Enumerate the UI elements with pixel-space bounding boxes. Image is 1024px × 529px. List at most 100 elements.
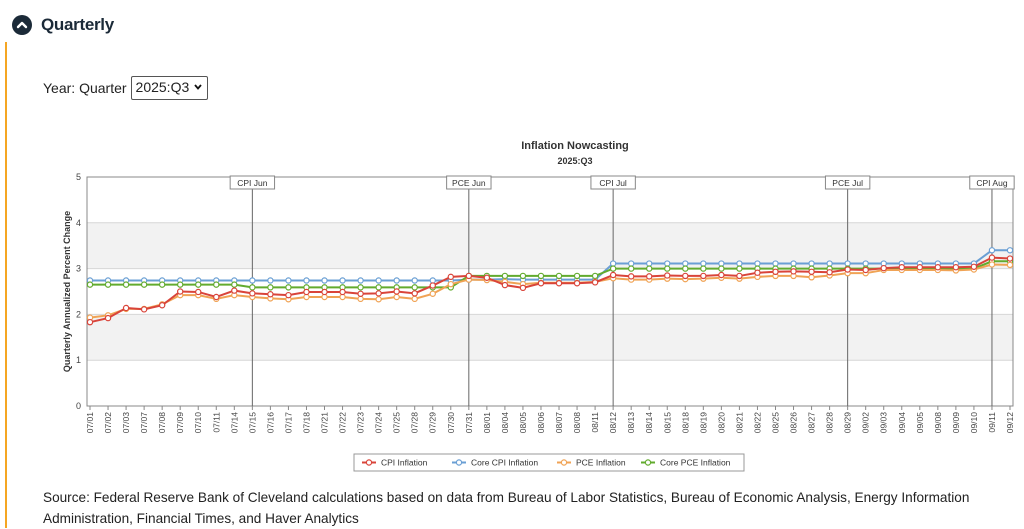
y-tick-label: 3 (76, 264, 81, 274)
data-point (1006, 255, 1014, 262)
data-point (555, 272, 563, 280)
data-point (718, 260, 725, 267)
x-tick-label: 08/21 (734, 412, 744, 434)
x-tick-label: 08/29 (843, 412, 853, 434)
release-marker-box (590, 175, 636, 190)
legend-label: Core CPI Inflation (471, 458, 538, 468)
x-tick-label: 07/03 (121, 412, 131, 434)
data-point (916, 264, 924, 271)
x-tick-label: 07/07 (139, 412, 149, 434)
data-point (285, 291, 292, 299)
x-tick-label: 09/09 (951, 412, 961, 434)
legend-box (353, 453, 745, 472)
plot-band (87, 222, 1013, 269)
data-point (249, 284, 256, 291)
chart-subtitle: 2025:Q3 (557, 156, 592, 166)
x-tick-label: 07/14 (229, 412, 239, 434)
data-point (357, 295, 364, 303)
release-marker-box (446, 175, 492, 190)
section-title: Quarterly (41, 15, 114, 34)
x-tick-label: 07/25 (392, 412, 402, 434)
data-point (447, 273, 454, 281)
x-tick-label: 07/31 (464, 412, 474, 434)
data-point (754, 260, 761, 267)
legend-label: PCE Inflation (576, 458, 626, 468)
data-point (393, 277, 400, 284)
data-point (591, 279, 599, 286)
data-point (519, 284, 527, 292)
x-tick-label: 08/19 (698, 412, 708, 434)
x-tick-label: 08/11 (590, 412, 600, 433)
data-point (664, 265, 671, 272)
data-point (646, 260, 653, 267)
data-point (321, 288, 328, 296)
data-point (700, 265, 707, 272)
chart-svg: 0 1 2 3 4 5 Inflation Nowcasting 2025:Q3 Quarter… (62, 140, 1015, 472)
data-point (375, 296, 382, 303)
x-tick-label: 08/25 (770, 412, 780, 434)
data-point (754, 269, 761, 276)
x-tick-label: 09/11 (987, 412, 997, 433)
data-point (952, 264, 960, 271)
x-tick-label: 09/12 (1005, 412, 1015, 434)
data-point (898, 264, 905, 271)
x-tick-label: 08/07 (554, 412, 564, 434)
data-point (844, 260, 851, 267)
x-tick-label: 07/10 (193, 412, 203, 434)
data-point (700, 260, 707, 267)
data-point (627, 260, 635, 267)
data-point (176, 288, 184, 295)
x-tick-label: 07/17 (283, 412, 293, 434)
data-point (411, 277, 418, 284)
data-point (375, 290, 382, 297)
y-axis-label: Quarterly Annualized Percent Change (62, 211, 72, 372)
series-line (89, 256, 1011, 324)
x-tick-label: 08/13 (626, 412, 636, 434)
data-point (267, 277, 274, 284)
data-point (970, 263, 978, 270)
data-point (429, 290, 436, 297)
quarterly-header[interactable]: Quarterly (12, 10, 114, 40)
data-point (537, 272, 545, 280)
x-tick-label: 07/11 (211, 412, 221, 433)
data-point (736, 265, 743, 272)
legend-label: CPI Inflation (381, 458, 428, 468)
release-marker-box (229, 175, 276, 190)
data-point (501, 272, 509, 280)
y-tick-label: 5 (76, 172, 81, 182)
data-point (646, 265, 653, 272)
data-point (104, 281, 112, 288)
data-point (718, 265, 725, 272)
data-point (249, 290, 256, 297)
series-line (89, 263, 1011, 319)
data-point (158, 281, 166, 288)
data-point (321, 277, 328, 284)
data-point (158, 302, 166, 309)
data-point (303, 288, 310, 296)
plot-border (86, 176, 1014, 407)
data-point (86, 281, 94, 288)
data-point (86, 318, 94, 326)
data-point (790, 260, 797, 267)
release-marker-label: PCE Jun (452, 178, 486, 188)
data-point (231, 281, 238, 288)
quarter-selected-value: 2025:Q3 (135, 79, 190, 95)
x-tick-label: 08/18 (680, 412, 690, 434)
data-point (393, 293, 400, 301)
data-point (844, 266, 851, 273)
x-tick-label: 08/05 (518, 412, 528, 434)
x-tick-label: 07/21 (320, 412, 330, 434)
data-point (429, 277, 436, 284)
data-point (718, 271, 725, 279)
chevron-up-icon[interactable] (12, 15, 32, 35)
quarter-select[interactable]: 2025:Q3 (130, 76, 209, 100)
data-point (609, 271, 617, 279)
data-point (862, 266, 869, 274)
data-point (411, 290, 418, 297)
data-point (1006, 261, 1014, 269)
x-tick-label: 08/22 (752, 412, 762, 434)
data-point (393, 288, 400, 295)
legend-swatch-marker (455, 459, 463, 466)
data-point (231, 287, 238, 294)
data-point (627, 273, 635, 280)
